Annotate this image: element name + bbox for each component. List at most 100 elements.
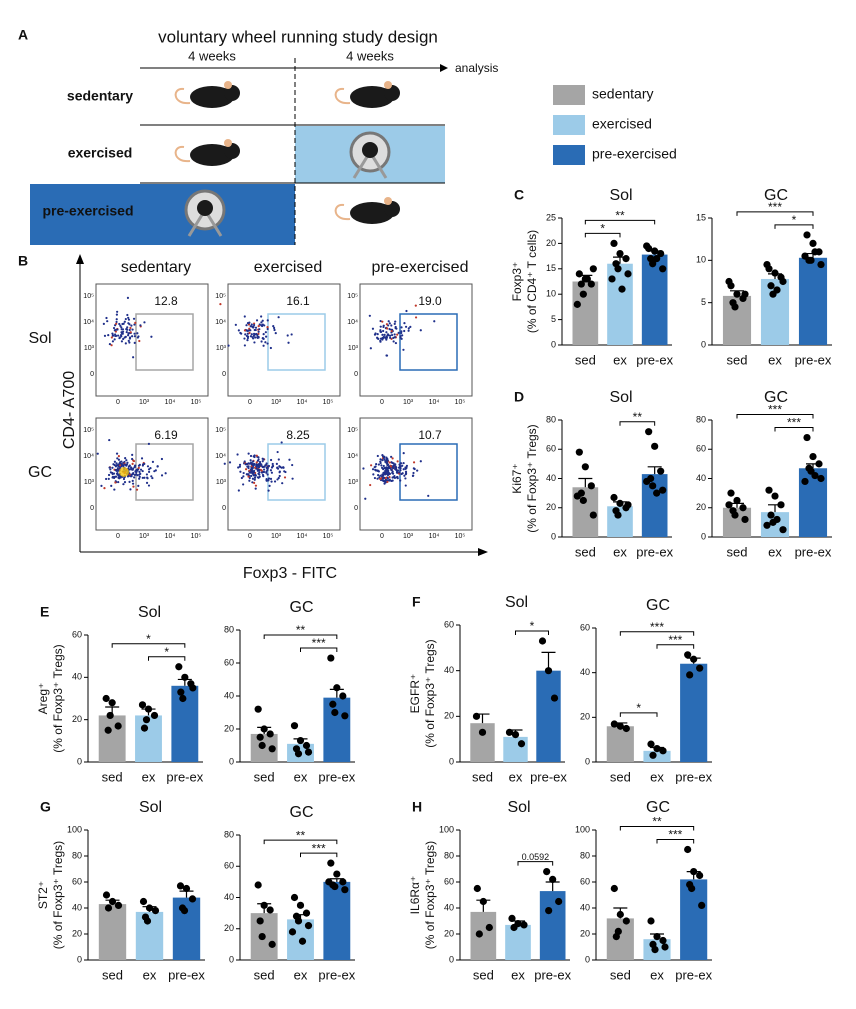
significance-bracket bbox=[619, 631, 695, 636]
event-dot bbox=[383, 333, 386, 336]
data-point bbox=[777, 501, 785, 509]
data-point bbox=[114, 722, 122, 730]
event-dot bbox=[416, 469, 419, 472]
event-dot bbox=[400, 472, 403, 476]
data-point bbox=[114, 901, 123, 910]
data-point bbox=[579, 290, 587, 298]
significance-bracket bbox=[300, 852, 338, 858]
event-dot bbox=[253, 323, 256, 327]
y-axis-label: Foxp3⁺ bbox=[510, 262, 524, 302]
event-dot bbox=[385, 331, 388, 334]
data-point bbox=[304, 748, 313, 756]
event-dot bbox=[398, 471, 401, 474]
event-dot bbox=[381, 459, 384, 462]
event-dot bbox=[394, 320, 397, 323]
event-dot bbox=[103, 334, 107, 337]
event-dot bbox=[223, 462, 226, 465]
event-dot bbox=[404, 484, 407, 487]
event-dot bbox=[396, 471, 399, 474]
event-dot bbox=[386, 334, 389, 337]
y-axis-label: (% of Foxp3⁺ Tregs) bbox=[51, 644, 65, 752]
event-dot bbox=[390, 468, 393, 472]
event-dot bbox=[126, 328, 129, 331]
event-dot bbox=[127, 332, 130, 335]
event-dot bbox=[115, 322, 118, 325]
mouse-body bbox=[190, 144, 234, 166]
event-dot bbox=[258, 471, 261, 474]
event-dot bbox=[288, 458, 291, 461]
x-tick-label: sed bbox=[575, 352, 596, 367]
x-tick-label: pre-ex bbox=[795, 544, 832, 559]
x-tick-label: sed bbox=[610, 769, 631, 784]
flow-y-tick: 10⁴ bbox=[83, 453, 94, 460]
data-point bbox=[614, 927, 622, 936]
data-point bbox=[102, 694, 110, 703]
panel-label: A bbox=[18, 27, 28, 43]
data-point bbox=[475, 930, 483, 938]
data-point bbox=[779, 277, 787, 286]
event-dot bbox=[134, 469, 137, 473]
bar bbox=[323, 697, 351, 762]
event-dot bbox=[392, 336, 395, 340]
event-dot bbox=[108, 342, 112, 346]
data-point bbox=[817, 260, 825, 269]
x-tick-label: sed bbox=[102, 967, 123, 982]
x-axis-label: Foxp3 - FITC bbox=[243, 565, 337, 582]
event-dot bbox=[377, 463, 380, 466]
x-tick-label: sed bbox=[610, 967, 631, 982]
event-dot bbox=[133, 465, 136, 469]
event-dot bbox=[268, 484, 271, 487]
gate-percentage: 8.25 bbox=[286, 428, 310, 442]
significance-label: *** bbox=[312, 636, 326, 650]
data-point bbox=[771, 492, 779, 500]
significance-label: * bbox=[164, 645, 169, 659]
event-dot bbox=[250, 323, 253, 326]
event-dot bbox=[372, 473, 375, 476]
data-point bbox=[145, 904, 154, 912]
event-dot bbox=[395, 327, 398, 330]
data-point bbox=[139, 897, 148, 906]
event-dot bbox=[287, 341, 290, 344]
event-dot bbox=[369, 483, 372, 487]
row-title: GC bbox=[28, 464, 52, 481]
y-axis-label: CD4- A700 bbox=[61, 371, 78, 449]
event-dot bbox=[114, 465, 118, 468]
event-dot bbox=[116, 310, 119, 313]
mouse-ear bbox=[384, 81, 392, 89]
event-dot bbox=[107, 473, 111, 477]
event-dot bbox=[376, 477, 379, 480]
event-dot bbox=[385, 354, 388, 357]
event-dot bbox=[276, 467, 280, 470]
event-dot bbox=[246, 339, 249, 342]
data-point bbox=[698, 901, 706, 910]
y-tick-label: 40 bbox=[72, 902, 82, 912]
data-point bbox=[573, 492, 581, 500]
data-point bbox=[290, 893, 299, 902]
data-point bbox=[258, 741, 266, 750]
timeline-arrow bbox=[440, 64, 448, 72]
event-dot bbox=[278, 474, 281, 478]
event-dot bbox=[219, 303, 222, 306]
mouse-body bbox=[190, 86, 234, 108]
event-dot bbox=[237, 466, 240, 469]
event-dot bbox=[377, 470, 380, 473]
x-tick-label: ex bbox=[294, 769, 308, 784]
event-dot bbox=[278, 471, 281, 474]
event-dot bbox=[243, 329, 247, 332]
significance-bracket bbox=[736, 414, 814, 419]
x-tick-label: ex bbox=[294, 967, 308, 982]
event-dot bbox=[146, 477, 149, 480]
event-dot bbox=[150, 475, 153, 478]
event-dot bbox=[388, 322, 391, 325]
significance-bracket bbox=[263, 634, 338, 640]
x-tick-label: pre-ex bbox=[168, 967, 205, 982]
event-dot bbox=[242, 471, 245, 475]
y-tick-label: 40 bbox=[72, 672, 82, 682]
flow-x-tick: 10³ bbox=[271, 533, 282, 540]
event-dot bbox=[113, 329, 116, 332]
y-tick-label: 0 bbox=[77, 954, 82, 964]
significance-bracket bbox=[584, 232, 621, 238]
data-point bbox=[175, 663, 183, 671]
y-tick-label: 40 bbox=[696, 473, 706, 483]
event-dot bbox=[388, 475, 391, 479]
